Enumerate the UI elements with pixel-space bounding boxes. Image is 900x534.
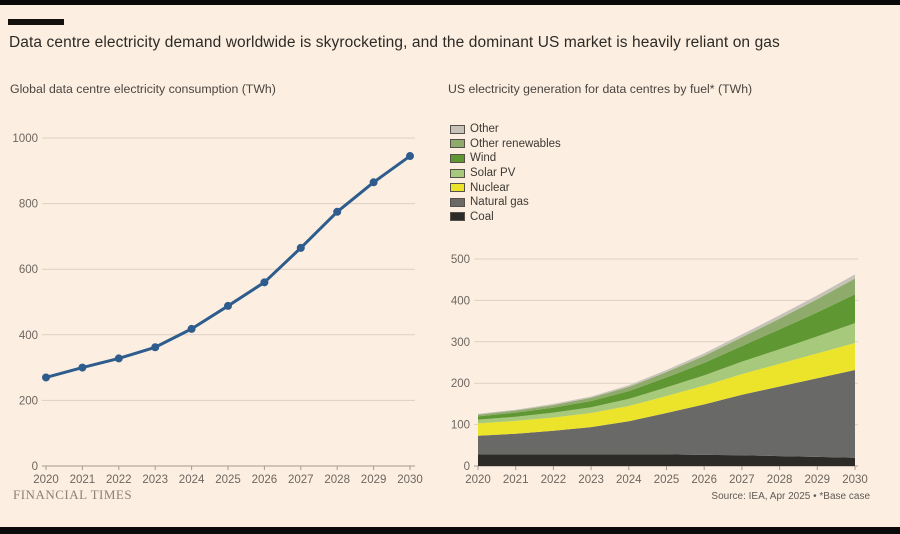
y-tick-label: 600 (19, 264, 38, 276)
x-tick-label: 2023 (142, 474, 168, 486)
y-tick-label: 300 (451, 337, 470, 349)
y-tick-label: 400 (451, 295, 470, 307)
legend-label: Natural gas (470, 196, 529, 209)
x-tick-label: 2023 (578, 474, 604, 486)
x-tick-label: 2027 (729, 474, 755, 486)
legend-swatch-icon (450, 168, 465, 178)
source-note: Source: IEA, Apr 2025 • *Base case (711, 491, 870, 502)
legend-item-other: Other (450, 122, 561, 137)
consumption-line (44, 154, 412, 379)
x-tick-label: 2026 (252, 474, 278, 486)
legend-label: Wind (470, 152, 497, 165)
x-tick-label: 2026 (691, 474, 717, 486)
y-tick-label: 0 (464, 461, 470, 473)
legend-swatch-icon (450, 153, 465, 163)
legend-swatch-icon (450, 197, 465, 207)
data-point (114, 354, 123, 363)
letterbox-bottom (0, 527, 900, 534)
area-legend: Other Other renewables Wind Solar PV Nuclear… (450, 122, 561, 224)
data-point (151, 343, 160, 352)
global-consumption-line-chart: 0 200 400 600 800 1000 2020 2021 2022 2023 2024 202… (12, 133, 423, 486)
legend-swatch-icon (450, 124, 465, 134)
y-tick-label: 800 (19, 199, 38, 211)
ft-logo-text: FINANCIAL TIMES (13, 487, 133, 502)
y-tick-label: 400 (19, 330, 38, 342)
ft-accent-dash (8, 19, 64, 25)
x-tick-label: 2022 (106, 474, 132, 486)
data-point (187, 324, 196, 333)
legend-label: Solar PV (470, 167, 516, 180)
letterbox-top (0, 0, 900, 5)
data-point (78, 363, 87, 372)
legend-item-solar-pv: Solar PV (450, 166, 561, 181)
x-tick-label: 2020 (465, 474, 491, 486)
page-title: Data centre electricity demand worldwide… (9, 34, 780, 51)
x-tick-label: 2025 (654, 474, 680, 486)
legend-label: Nuclear (470, 181, 510, 194)
area-chart-title: US electricity generation for data centr… (448, 82, 753, 96)
legend-item-nuclear: Nuclear (450, 180, 561, 195)
x-tick-label: 2022 (541, 474, 567, 486)
data-point (296, 243, 305, 252)
legend-label: Other renewables (470, 137, 561, 150)
legend-item-coal: Coal (450, 210, 561, 225)
data-point (42, 373, 50, 382)
legend-item-wind: Wind (450, 151, 561, 166)
line-chart-title: Global data centre electricity consumpti… (10, 82, 276, 96)
area-layer-coal (478, 454, 855, 466)
y-tick-label: 100 (451, 420, 470, 432)
x-tick-label: 2021 (503, 474, 529, 486)
legend-label: Coal (470, 210, 494, 223)
data-point (369, 178, 378, 187)
y-tick-label: 500 (451, 254, 470, 266)
x-tick-label: 2028 (767, 474, 793, 486)
y-tick-label: 200 (451, 378, 470, 390)
y-tick-label: 1000 (12, 133, 38, 145)
x-tick-label: 2020 (33, 474, 59, 486)
x-tick-label: 2027 (288, 474, 314, 486)
x-tick-label: 2029 (361, 474, 387, 486)
legend-swatch-icon (450, 183, 465, 193)
us-generation-area-chart: 0 100 200 300 400 500 2020 2021 2022 2023 2024 2025… (451, 254, 868, 486)
legend-swatch-icon (450, 212, 465, 222)
x-tick-label: 2029 (805, 474, 831, 486)
x-tick-label: 2025 (215, 474, 241, 486)
data-point (333, 207, 342, 216)
y-tick-label: 200 (19, 395, 38, 407)
data-point (260, 278, 269, 287)
area-layer-nuclear (478, 343, 855, 436)
x-tick-label: 2028 (324, 474, 350, 486)
legend-item-natural-gas: Natural gas (450, 195, 561, 210)
legend-item-other-renewables: Other renewables (450, 137, 561, 152)
legend-label: Other (470, 123, 499, 136)
data-point (406, 152, 414, 161)
x-tick-label: 2030 (397, 474, 423, 486)
x-tick-label: 2024 (616, 474, 642, 486)
x-tick-label: 2024 (179, 474, 205, 486)
page-background: Data centre electricity demand worldwide… (0, 5, 900, 527)
x-tick-label: 2030 (842, 474, 868, 486)
data-point (224, 301, 232, 310)
area-layer-natural-gas (478, 369, 855, 458)
legend-swatch-icon (450, 139, 465, 149)
y-tick-label: 0 (32, 461, 38, 473)
x-tick-label: 2021 (70, 474, 96, 486)
